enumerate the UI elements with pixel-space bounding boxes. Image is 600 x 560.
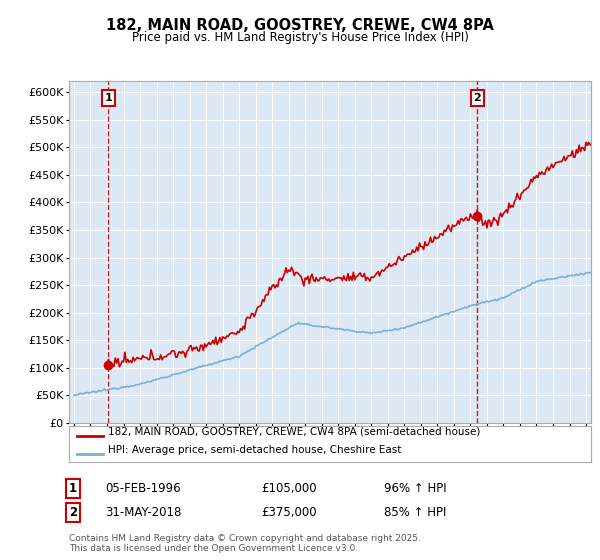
Text: 2: 2 <box>473 93 481 103</box>
Text: 182, MAIN ROAD, GOOSTREY, CREWE, CW4 8PA: 182, MAIN ROAD, GOOSTREY, CREWE, CW4 8PA <box>106 18 494 33</box>
Text: HPI: Average price, semi-detached house, Cheshire East: HPI: Average price, semi-detached house,… <box>108 445 401 455</box>
Text: 85% ↑ HPI: 85% ↑ HPI <box>384 506 446 519</box>
Text: Contains HM Land Registry data © Crown copyright and database right 2025.
This d: Contains HM Land Registry data © Crown c… <box>69 534 421 553</box>
Text: 05-FEB-1996: 05-FEB-1996 <box>105 482 181 495</box>
Text: £105,000: £105,000 <box>261 482 317 495</box>
Text: Price paid vs. HM Land Registry's House Price Index (HPI): Price paid vs. HM Land Registry's House … <box>131 31 469 44</box>
Text: 1: 1 <box>69 482 77 495</box>
Text: £375,000: £375,000 <box>261 506 317 519</box>
Text: 182, MAIN ROAD, GOOSTREY, CREWE, CW4 8PA (semi-detached house): 182, MAIN ROAD, GOOSTREY, CREWE, CW4 8PA… <box>108 427 481 437</box>
Text: 96% ↑ HPI: 96% ↑ HPI <box>384 482 446 495</box>
Text: 31-MAY-2018: 31-MAY-2018 <box>105 506 181 519</box>
Text: 1: 1 <box>104 93 112 103</box>
Text: 2: 2 <box>69 506 77 519</box>
